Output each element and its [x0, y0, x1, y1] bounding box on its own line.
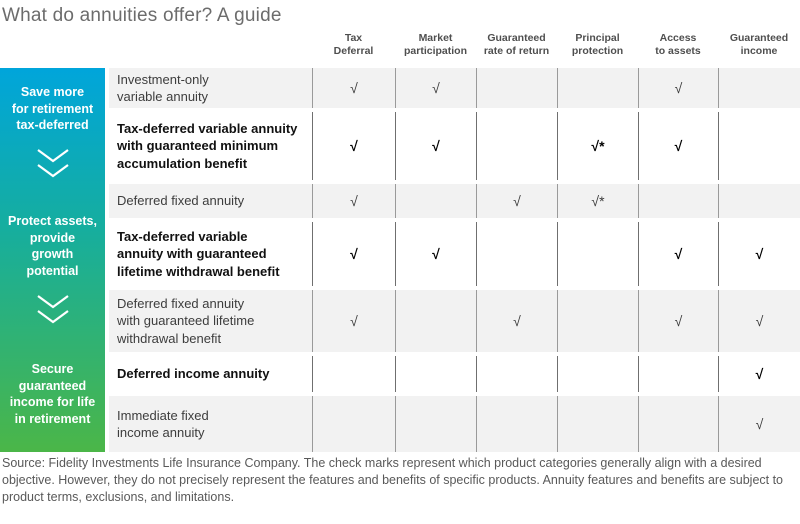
check-cell	[476, 68, 557, 108]
check-cell	[718, 68, 800, 108]
header-spacer	[109, 59, 312, 64]
column-header-row: Tax Deferral Market participation Guaran…	[109, 24, 800, 64]
check-cell: √	[638, 112, 718, 180]
product-label: Tax-deferred variable annuity with guara…	[117, 229, 280, 279]
check-cell	[395, 356, 476, 392]
check-cell: √	[395, 68, 476, 108]
check-cell	[557, 290, 638, 352]
product-label: Tax-deferred variable annuity with guara…	[117, 121, 298, 171]
check-cell: √	[312, 222, 395, 286]
annuity-comparison-table: Investment-only variable annuity √ √ √ T…	[109, 68, 800, 452]
check-cell: √*	[557, 112, 638, 180]
check-cell	[718, 184, 800, 218]
table-row: Investment-only variable annuity √ √ √	[109, 68, 800, 108]
column-header-tax-deferral: Tax Deferral	[333, 31, 374, 58]
check-cell: √	[718, 396, 800, 452]
double-chevron-down-icon	[0, 292, 105, 335]
check-cell: √	[476, 184, 557, 218]
product-label: Deferred fixed annuity	[117, 193, 245, 209]
check-cell	[557, 396, 638, 452]
check-cell	[638, 184, 718, 218]
table-row: Tax-deferred variable annuity with guara…	[109, 112, 800, 180]
column-header-principal-protection: Principal protection	[571, 31, 624, 58]
product-label: Deferred income annuity	[117, 366, 270, 382]
table-row: Deferred income annuity √	[109, 356, 800, 392]
table-row: Deferred fixed annuity √ √ √*	[109, 184, 800, 218]
check-cell: √	[395, 222, 476, 286]
check-cell	[395, 396, 476, 452]
check-cell: √	[638, 290, 718, 352]
check-cell	[395, 290, 476, 352]
check-cell: √	[312, 112, 395, 180]
check-cell: √*	[557, 184, 638, 218]
column-header-market-participation: Market participation	[403, 31, 467, 58]
objective-save-more: Save more for retirement tax-deferred	[11, 85, 94, 132]
check-cell	[312, 396, 395, 452]
double-chevron-down-icon	[0, 146, 105, 189]
page-title: What do annuities offer? A guide	[2, 5, 282, 26]
check-cell	[557, 68, 638, 108]
check-cell	[476, 222, 557, 286]
check-cell	[638, 396, 718, 452]
check-cell	[395, 184, 476, 218]
check-cell: √	[312, 290, 395, 352]
check-cell	[718, 112, 800, 180]
objectives-sidebar: Save more for retirement tax-deferred Pr…	[0, 68, 105, 452]
check-cell	[638, 356, 718, 392]
check-cell: √	[718, 222, 800, 286]
column-header-guaranteed-rate: Guaranteed rate of return	[483, 31, 550, 58]
check-cell: √	[638, 222, 718, 286]
check-cell	[476, 396, 557, 452]
check-cell	[476, 356, 557, 392]
check-cell: √	[718, 356, 800, 392]
objective-protect-assets: Protect assets, provide growth potential	[8, 214, 97, 278]
check-cell	[557, 222, 638, 286]
product-label: Investment-only variable annuity	[117, 71, 209, 104]
check-cell: √	[718, 290, 800, 352]
check-cell: √	[395, 112, 476, 180]
check-cell	[557, 356, 638, 392]
table-row: Deferred fixed annuity with guaranteed l…	[109, 290, 800, 352]
source-note: Source: Fidelity Investments Life Insura…	[2, 456, 784, 504]
check-cell: √	[312, 68, 395, 108]
check-cell: √	[638, 68, 718, 108]
column-header-access-to-assets: Access to assets	[655, 31, 701, 58]
check-cell	[476, 112, 557, 180]
table-row: Immediate fixed income annuity √	[109, 396, 800, 452]
product-label: Deferred fixed annuity with guaranteed l…	[117, 296, 255, 346]
objective-secure-income: Secure guaranteed income for life in ret…	[9, 362, 96, 426]
product-label: Immediate fixed income annuity	[117, 407, 209, 440]
check-cell	[312, 356, 395, 392]
table-row: Tax-deferred variable annuity with guara…	[109, 222, 800, 286]
column-header-guaranteed-income: Guaranteed income	[729, 31, 789, 58]
check-cell: √	[476, 290, 557, 352]
check-cell: √	[312, 184, 395, 218]
